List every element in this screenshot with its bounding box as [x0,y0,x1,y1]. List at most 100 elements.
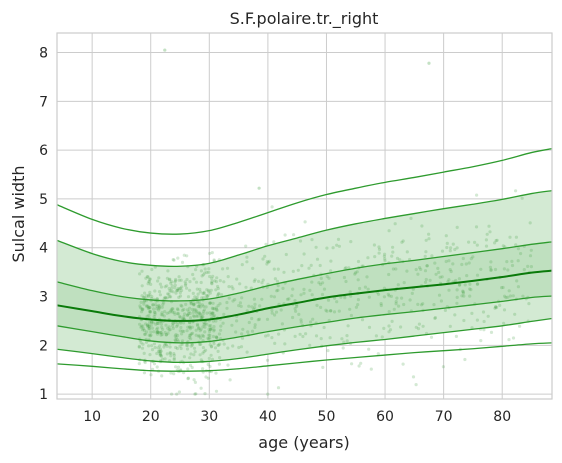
data-point [382,254,386,258]
data-point [146,275,150,279]
data-point [320,292,325,297]
data-point [159,331,163,335]
x-tick-label: 30 [200,409,218,425]
data-point [148,306,152,310]
data-point [398,258,402,262]
data-point [197,311,201,316]
data-point [217,362,221,366]
data-point [138,322,142,326]
data-point [157,290,162,294]
data-point [193,380,197,384]
data-point [199,336,203,340]
data-point [261,278,265,282]
data-point [475,273,480,277]
data-point [344,266,348,270]
data-point [247,304,251,308]
chart-title: S.F.polaire.tr._right [230,9,379,29]
data-point [240,263,244,267]
data-point [149,333,153,337]
data-point [287,297,291,301]
data-point [198,312,202,316]
data-point [276,267,280,271]
y-tick-label: 8 [39,46,48,62]
data-point [141,327,146,331]
data-point [367,295,371,299]
data-point [265,358,270,362]
data-point [302,291,306,295]
data-point [188,333,193,337]
data-point [214,389,219,393]
data-point [391,267,395,271]
data-point [194,328,198,332]
data-point [298,332,302,336]
band-p25-p75 [57,241,552,343]
data-point [258,304,262,308]
data-point [150,344,154,348]
data-point [315,257,320,261]
data-point [346,324,350,328]
data-point [277,332,281,336]
data-point [214,371,218,375]
data-point [210,276,214,281]
data-point [507,289,511,293]
data-point [185,313,190,317]
data-point [253,278,257,282]
data-point [221,267,225,271]
data-point [205,322,209,326]
data-point [172,352,176,356]
data-point [163,285,167,289]
data-point [252,279,256,283]
data-point [167,292,171,296]
data-point [425,264,429,268]
data-point [159,354,163,358]
data-point [329,259,333,263]
data-point [214,307,219,311]
data-point [146,306,150,310]
data-point [212,342,216,346]
data-point [150,320,154,324]
data-point [142,300,146,304]
data-point [230,285,234,289]
data-point [208,329,212,334]
data-point [178,344,182,348]
data-point [192,277,196,281]
data-point [349,240,353,244]
data-point [197,300,201,304]
data-point [401,362,405,366]
data-point [264,334,268,338]
data-point [484,244,489,248]
data-point [146,304,150,308]
data-point [514,243,518,247]
data-point [160,325,164,329]
scatter-points [137,48,534,396]
data-point [166,292,170,296]
data-point [272,240,276,244]
data-point [237,345,241,350]
data-point [217,291,221,296]
data-point [440,275,444,279]
y-tick-label: 4 [39,241,48,257]
data-point [265,317,270,321]
data-point [175,324,179,329]
data-point [328,309,333,313]
data-point [302,252,306,256]
data-point [427,237,431,241]
data-point [516,285,521,289]
data-point [402,281,406,285]
data-point [185,329,189,333]
data-point [155,351,159,356]
data-point [434,272,438,276]
data-point [321,365,325,369]
data-point [178,315,182,319]
data-point [461,291,465,295]
data-point [218,279,222,283]
data-point [150,294,154,299]
data-point [154,322,158,326]
data-point [454,334,458,338]
data-point [322,287,327,291]
data-point [211,314,215,318]
data-point [192,303,196,307]
data-point [486,314,490,318]
data-point [140,308,144,312]
